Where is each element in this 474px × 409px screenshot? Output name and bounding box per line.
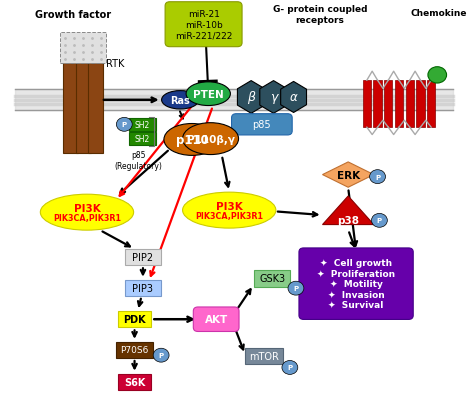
FancyBboxPatch shape xyxy=(116,342,153,358)
FancyBboxPatch shape xyxy=(165,3,242,47)
Polygon shape xyxy=(322,196,374,225)
Text: PTEN: PTEN xyxy=(193,90,224,99)
FancyBboxPatch shape xyxy=(384,81,392,128)
FancyBboxPatch shape xyxy=(193,307,239,332)
Ellipse shape xyxy=(182,124,238,155)
Text: β: β xyxy=(247,91,255,104)
Polygon shape xyxy=(260,81,287,114)
Text: P: P xyxy=(293,285,299,292)
Text: P: P xyxy=(375,174,380,180)
Text: PIP3: PIP3 xyxy=(132,283,154,293)
FancyBboxPatch shape xyxy=(129,133,156,146)
Text: PIP2: PIP2 xyxy=(132,252,154,263)
Polygon shape xyxy=(237,81,265,114)
FancyBboxPatch shape xyxy=(76,64,91,153)
Circle shape xyxy=(428,67,447,84)
Ellipse shape xyxy=(40,195,134,231)
Text: P70S6: P70S6 xyxy=(120,346,149,355)
Text: PDK: PDK xyxy=(123,315,146,324)
Text: α: α xyxy=(290,91,298,104)
FancyBboxPatch shape xyxy=(118,311,151,328)
FancyBboxPatch shape xyxy=(118,374,151,390)
Text: PI3K: PI3K xyxy=(216,202,243,211)
FancyBboxPatch shape xyxy=(125,249,161,265)
Circle shape xyxy=(282,361,298,375)
FancyBboxPatch shape xyxy=(88,64,103,153)
FancyBboxPatch shape xyxy=(129,118,156,132)
FancyBboxPatch shape xyxy=(395,81,403,128)
Text: P: P xyxy=(377,218,382,224)
Text: p110: p110 xyxy=(175,134,208,146)
FancyBboxPatch shape xyxy=(427,81,436,128)
FancyBboxPatch shape xyxy=(60,33,106,64)
Text: RTK: RTK xyxy=(106,59,124,69)
Circle shape xyxy=(372,214,387,228)
Polygon shape xyxy=(281,82,307,113)
FancyBboxPatch shape xyxy=(232,115,292,136)
Polygon shape xyxy=(322,162,374,188)
Circle shape xyxy=(288,281,304,295)
Text: PIK3CA,PIK3R1: PIK3CA,PIK3R1 xyxy=(53,213,121,222)
FancyBboxPatch shape xyxy=(245,348,283,364)
FancyBboxPatch shape xyxy=(406,81,414,128)
Text: AKT: AKT xyxy=(205,315,228,324)
Text: p38: p38 xyxy=(337,215,359,225)
FancyBboxPatch shape xyxy=(363,81,371,128)
Text: S6K: S6K xyxy=(124,377,145,387)
Circle shape xyxy=(153,348,169,362)
Text: G- protein coupled
receptors: G- protein coupled receptors xyxy=(273,5,367,25)
FancyBboxPatch shape xyxy=(254,270,291,287)
Text: GSK3: GSK3 xyxy=(259,274,285,284)
Text: Growth factor: Growth factor xyxy=(35,10,111,20)
Text: p85: p85 xyxy=(253,120,271,130)
FancyBboxPatch shape xyxy=(416,81,425,128)
Text: SH2: SH2 xyxy=(135,121,150,130)
Text: P110β,γ: P110β,γ xyxy=(187,134,235,144)
Text: Chemokine: Chemokine xyxy=(411,9,467,18)
Text: P: P xyxy=(287,364,292,371)
Ellipse shape xyxy=(162,91,199,110)
Text: PIK3CA,PIK3R1: PIK3CA,PIK3R1 xyxy=(195,211,263,220)
Text: ✦  Cell growth
✦  Proliferation
✦  Motility
✦  Invasion
✦  Survival: ✦ Cell growth ✦ Proliferation ✦ Motility… xyxy=(317,259,395,309)
Text: Ras: Ras xyxy=(170,96,190,106)
Text: γ: γ xyxy=(270,91,277,104)
FancyBboxPatch shape xyxy=(299,248,413,320)
Text: PI3K: PI3K xyxy=(73,204,100,213)
Text: SH2: SH2 xyxy=(135,135,150,144)
Ellipse shape xyxy=(182,193,276,229)
Text: P: P xyxy=(159,352,164,358)
Circle shape xyxy=(370,170,385,184)
Ellipse shape xyxy=(164,124,220,156)
FancyBboxPatch shape xyxy=(63,64,78,153)
Ellipse shape xyxy=(186,83,230,106)
FancyBboxPatch shape xyxy=(125,280,161,296)
Text: p85
(Regulatory): p85 (Regulatory) xyxy=(114,151,162,170)
FancyBboxPatch shape xyxy=(374,81,382,128)
Text: mTOR: mTOR xyxy=(249,351,279,361)
Text: miR-21
miR-10b
miR-221/222: miR-21 miR-10b miR-221/222 xyxy=(175,10,232,40)
Text: P: P xyxy=(122,122,127,128)
Text: ERK: ERK xyxy=(337,170,360,180)
Circle shape xyxy=(116,118,132,132)
